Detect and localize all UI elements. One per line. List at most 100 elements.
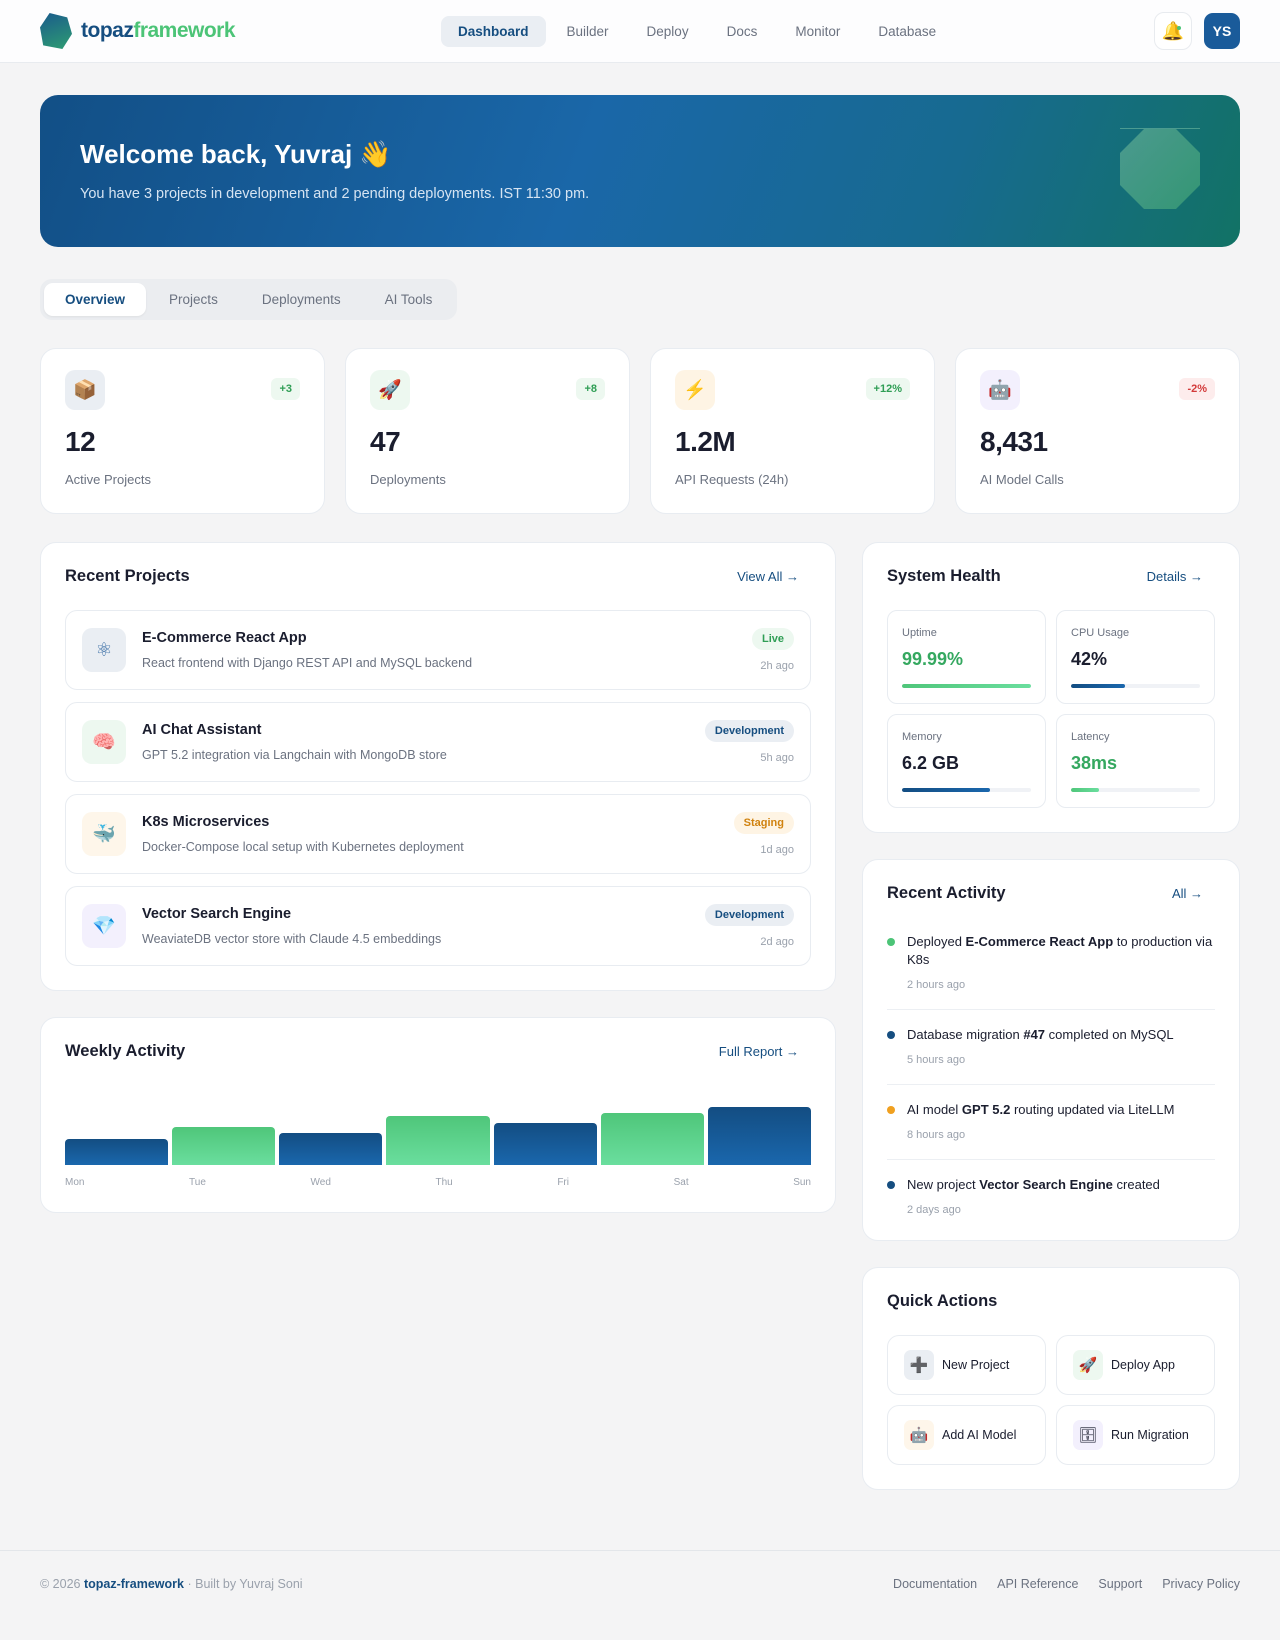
recent-projects-panel: Recent Projects View All → ⚛ E-Commerce … bbox=[40, 542, 836, 991]
button-label: Run Migration bbox=[1111, 1428, 1189, 1442]
stat-card-api-requests: ⚡ +12% 1.2M API Requests (24h) bbox=[650, 348, 935, 514]
project-row[interactable]: 💎 Vector Search Engine WeaviateDB vector… bbox=[65, 886, 811, 966]
stat-change-badge: +3 bbox=[271, 378, 300, 400]
project-name: E-Commerce React App bbox=[142, 630, 307, 646]
button-label: New Project bbox=[942, 1358, 1010, 1372]
activity-item: AI model GPT 5.2 routing updated via Lit… bbox=[887, 1085, 1215, 1160]
project-description: WeaviateDB vector store with Claude 4.5 … bbox=[142, 932, 442, 946]
stat-value: 47 bbox=[370, 426, 401, 457]
rocket-icon: 🚀 bbox=[370, 370, 410, 410]
metric-value: 6.2 GB bbox=[902, 753, 960, 773]
panel-title: Recent Projects bbox=[65, 567, 190, 585]
activity-time: 2 hours ago bbox=[907, 979, 966, 991]
main-nav: Dashboard Builder Deploy Docs Monitor Da… bbox=[441, 16, 953, 47]
nav-monitor[interactable]: Monitor bbox=[795, 24, 841, 39]
run-migration-button[interactable]: 🗄 Run Migration bbox=[1056, 1405, 1215, 1465]
project-name: AI Chat Assistant bbox=[142, 722, 262, 738]
details-link[interactable]: Details → bbox=[1146, 569, 1203, 584]
tab-ai-tools[interactable]: AI Tools bbox=[384, 292, 433, 307]
rocket-icon: 🚀 bbox=[1073, 1350, 1103, 1380]
day-label: Sat bbox=[673, 1177, 689, 1188]
activity-time: 8 hours ago bbox=[907, 1129, 966, 1141]
day-label: Sun bbox=[793, 1177, 811, 1188]
plus-icon: ➕ bbox=[904, 1350, 934, 1380]
stat-card-deployments: 🚀 +8 47 Deployments bbox=[345, 348, 630, 514]
robot-icon: 🤖 bbox=[980, 370, 1020, 410]
stat-label: Active Projects bbox=[65, 472, 151, 487]
logo-gem-icon bbox=[40, 13, 72, 49]
project-row[interactable]: 🐳 K8s Microservices Docker-Compose local… bbox=[65, 794, 811, 874]
lightning-icon: ⚡ bbox=[675, 370, 715, 410]
recent-activity-panel: Recent Activity All → Deployed E-Commerc… bbox=[862, 859, 1240, 1241]
tab-deployments[interactable]: Deployments bbox=[261, 292, 341, 307]
metric-label: Memory bbox=[902, 731, 942, 743]
deploy-app-button[interactable]: 🚀 Deploy App bbox=[1056, 1335, 1215, 1395]
stat-value: 1.2M bbox=[675, 426, 736, 457]
view-all-link[interactable]: View All → bbox=[737, 569, 799, 584]
notification-dot bbox=[1177, 26, 1181, 30]
weekly-bar-chart bbox=[65, 1085, 811, 1165]
bell-icon: 🔔 bbox=[1161, 20, 1185, 41]
health-uptime: Uptime 99.99% bbox=[887, 610, 1046, 704]
metric-label: CPU Usage bbox=[1071, 627, 1130, 639]
footer-link-privacy-policy[interactable]: Privacy Policy bbox=[1162, 1577, 1240, 1591]
footer-link-api-reference[interactable]: API Reference bbox=[997, 1577, 1079, 1591]
status-badge: Development bbox=[704, 720, 794, 742]
logo[interactable]: topazframework bbox=[40, 13, 236, 49]
stat-value: 12 bbox=[65, 426, 96, 457]
user-avatar[interactable]: YS bbox=[1204, 13, 1240, 49]
project-description: GPT 5.2 integration via Langchain with M… bbox=[142, 748, 447, 762]
nav-database[interactable]: Database bbox=[878, 24, 937, 39]
panel-title: System Health bbox=[887, 567, 1001, 585]
bar-tue bbox=[172, 1127, 276, 1165]
whale-icon: 🐳 bbox=[82, 812, 126, 856]
all-activity-link[interactable]: All → bbox=[1171, 886, 1203, 901]
health-cpu: CPU Usage 42% bbox=[1056, 610, 1215, 704]
status-dot-icon bbox=[887, 1181, 895, 1189]
add-ai-model-button[interactable]: 🤖 Add AI Model bbox=[887, 1405, 1046, 1465]
activity-time: 5 hours ago bbox=[907, 1054, 966, 1066]
atom-icon: ⚛ bbox=[82, 628, 126, 672]
day-label: Tue bbox=[189, 1177, 206, 1188]
stat-card-active-projects: 📦 +3 12 Active Projects bbox=[40, 348, 325, 514]
project-time: 1d ago bbox=[760, 844, 794, 856]
notifications-button[interactable]: 🔔 bbox=[1154, 12, 1192, 50]
footer-link-support[interactable]: Support bbox=[1098, 1577, 1143, 1591]
footer-brand-link[interactable]: topaz-framework bbox=[83, 1577, 184, 1591]
project-name: Vector Search Engine bbox=[142, 906, 292, 922]
logo-text: topazframework bbox=[81, 19, 236, 42]
nav-dashboard[interactable]: Dashboard bbox=[441, 16, 546, 47]
panel-title: Recent Activity bbox=[887, 884, 1006, 902]
brain-icon: 🧠 bbox=[82, 720, 126, 764]
octagon-gem-icon bbox=[1120, 129, 1200, 209]
tab-overview[interactable]: Overview bbox=[44, 283, 147, 316]
new-project-button[interactable]: ➕ New Project bbox=[887, 1335, 1046, 1395]
day-label: Wed bbox=[310, 1177, 331, 1188]
full-report-link[interactable]: Full Report → bbox=[718, 1044, 799, 1059]
status-dot-icon bbox=[887, 1031, 895, 1039]
nav-docs[interactable]: Docs bbox=[726, 24, 758, 39]
footer-link-documentation[interactable]: Documentation bbox=[893, 1577, 978, 1591]
nav-deploy[interactable]: Deploy bbox=[646, 24, 689, 39]
health-latency: Latency 38ms bbox=[1056, 714, 1215, 808]
progress-bar bbox=[1071, 788, 1200, 792]
stat-label: API Requests (24h) bbox=[675, 472, 789, 487]
health-memory: Memory 6.2 GB bbox=[887, 714, 1046, 808]
project-row[interactable]: 🧠 AI Chat Assistant GPT 5.2 integration … bbox=[65, 702, 811, 782]
project-time: 2d ago bbox=[760, 936, 794, 948]
project-time: 2h ago bbox=[760, 660, 794, 672]
project-description: Docker-Compose local setup with Kubernet… bbox=[142, 840, 464, 854]
project-description: React frontend with Django REST API and … bbox=[142, 656, 473, 670]
stat-label: AI Model Calls bbox=[980, 472, 1064, 487]
metric-value: 99.99% bbox=[902, 649, 964, 669]
banner-line-decoration bbox=[1120, 128, 1200, 129]
gem-icon: 💎 bbox=[82, 904, 126, 948]
progress-bar bbox=[902, 788, 1031, 792]
project-row[interactable]: ⚛ E-Commerce React App React frontend wi… bbox=[65, 610, 811, 690]
nav-builder[interactable]: Builder bbox=[566, 24, 609, 39]
tab-projects[interactable]: Projects bbox=[169, 292, 218, 307]
metric-label: Uptime bbox=[902, 627, 937, 639]
robot-icon: 🤖 bbox=[904, 1420, 934, 1450]
status-badge: Staging bbox=[733, 812, 794, 834]
stat-card-ai-model-calls: 🤖 -2% 8,431 AI Model Calls bbox=[955, 348, 1240, 514]
